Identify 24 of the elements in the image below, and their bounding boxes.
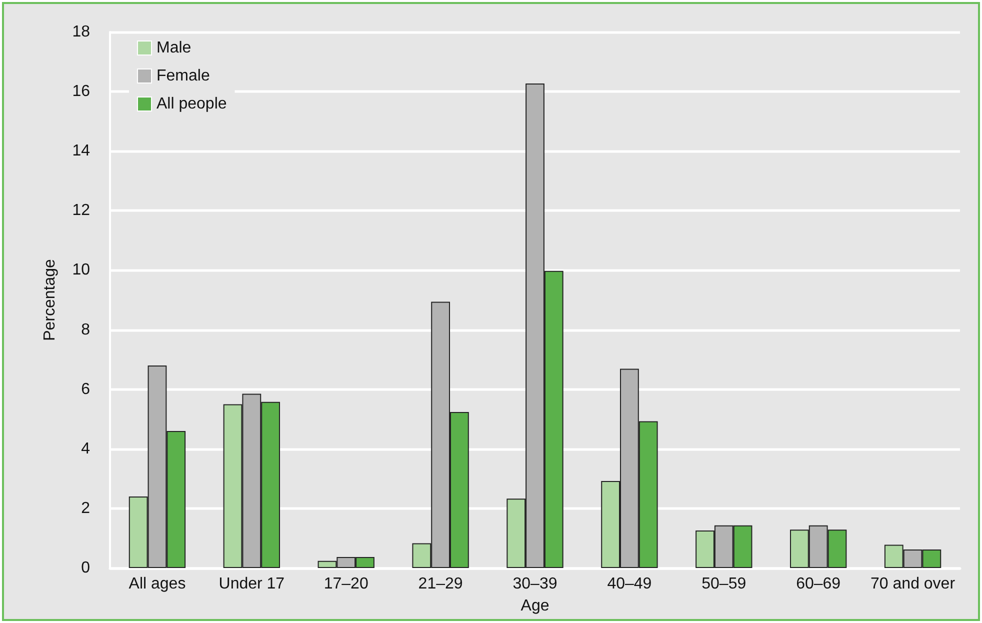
x-tick-label: 30–39 bbox=[512, 576, 558, 592]
x-tick-label: Under 17 bbox=[218, 576, 285, 592]
x-tick-label: All ages bbox=[128, 576, 186, 592]
x-tick-label: 50–59 bbox=[702, 576, 746, 592]
y-tick-label: 4 bbox=[81, 440, 90, 458]
x-tick-label: 21–29 bbox=[418, 576, 463, 592]
y-tick-label: 6 bbox=[81, 380, 90, 398]
y-axis-title: Percentage bbox=[42, 258, 58, 341]
x-tick-label: 60–69 bbox=[796, 576, 841, 592]
legend-label: All people bbox=[156, 96, 227, 112]
y-tick-label: 8 bbox=[81, 321, 90, 338]
y-tick-label: 2 bbox=[81, 500, 90, 517]
y-tick-label: 18 bbox=[72, 24, 90, 40]
y-tick-label: 12 bbox=[72, 202, 90, 220]
y-tick-label: 16 bbox=[72, 83, 90, 100]
legend-label: Female bbox=[156, 68, 210, 84]
x-tick-label: 40–49 bbox=[607, 576, 652, 592]
x-tick-label: 17–20 bbox=[324, 576, 368, 592]
y-tick-label: 14 bbox=[72, 142, 90, 160]
legend-label: Male bbox=[156, 40, 192, 56]
x-axis-title: Age bbox=[520, 598, 550, 614]
y-tick-label: 10 bbox=[72, 262, 90, 279]
y-tick-label: 0 bbox=[81, 560, 90, 576]
x-tick-label: 70 and over bbox=[870, 576, 956, 592]
